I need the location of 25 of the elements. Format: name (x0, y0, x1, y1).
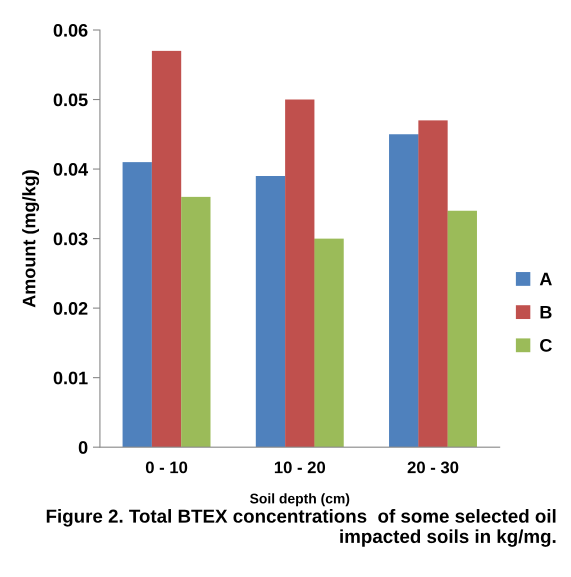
bar (389, 134, 418, 448)
x-tick-label: 20 - 30 (408, 462, 458, 474)
y-tick-label: 0.06 (54, 24, 88, 37)
y-tick-label: 0 (78, 441, 88, 454)
bar (152, 50, 182, 448)
bar (285, 100, 314, 448)
x-axis-title: Soil depth (cm) (250, 493, 350, 506)
y-tick-label: 0.04 (54, 162, 88, 176)
bar (256, 176, 286, 448)
y-axis-title: Amount (mg/kg) (22, 170, 40, 308)
bar (314, 238, 344, 448)
x-tick-label: 10 - 20 (274, 462, 326, 474)
y-tick-label: 0.01 (54, 372, 88, 384)
y-tick-label: 0.05 (54, 93, 88, 106)
bar (181, 196, 211, 448)
y-tick-label: 0.03 (54, 232, 88, 246)
legend-label: C (540, 338, 552, 352)
caption: Figure 2. Total BTEX concentrations of some selected oil impacted soils in kg/mg. (46, 509, 556, 547)
bar (122, 162, 152, 448)
y-tick-label: 0.02 (54, 302, 88, 315)
x-tick-label: 0 - 10 (146, 462, 188, 474)
bar (418, 120, 448, 448)
legend-label: B (540, 306, 552, 318)
legend-label: A (540, 272, 552, 286)
bar (448, 210, 477, 448)
